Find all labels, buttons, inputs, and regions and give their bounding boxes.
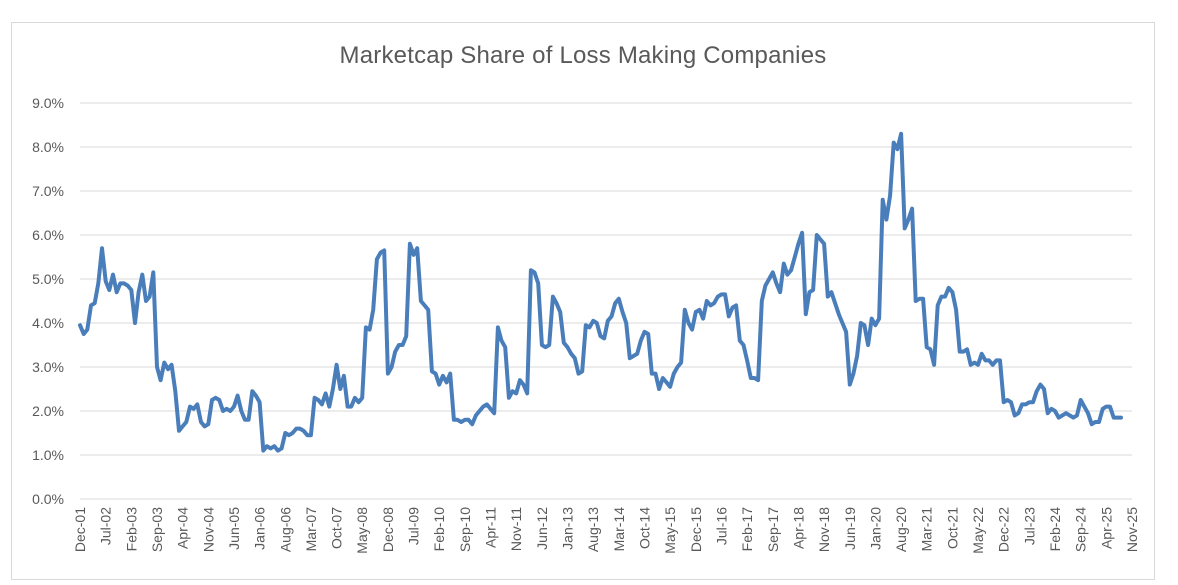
x-tick-label: Jun-19 (842, 507, 858, 550)
x-tick-label: Dec-08 (380, 507, 396, 552)
series-layer (78, 131, 1123, 453)
x-tick-label: Mar-21 (919, 507, 935, 552)
x-tick-label: May-08 (354, 507, 370, 554)
x-tick-label: Nov-11 (508, 507, 524, 551)
x-tick-label: Aug-06 (277, 507, 293, 552)
y-tick-label: 6.0% (32, 227, 64, 243)
x-tick-label: Feb-24 (1047, 507, 1063, 552)
y-tick-label: 1.0% (32, 447, 64, 463)
x-tick-label: Nov-25 (1124, 507, 1140, 552)
x-tick-label: Dec-22 (996, 507, 1012, 552)
x-tick-label: Aug-13 (585, 507, 601, 552)
x-axis-ticks: Dec-01 Jul-02 Feb-03 Sep-03 Apr-04 Nov-04 Jun-… (72, 507, 1140, 554)
x-tick-label: Apr-04 (175, 507, 191, 549)
x-tick-label: Apr-25 (1098, 507, 1114, 549)
chart-title: Marketcap Share of Loss Making Companies (339, 42, 827, 69)
x-tick-label: Jul-16 (713, 507, 729, 545)
y-tick-label: 5.0% (32, 271, 64, 287)
chart-frame (11, 22, 1155, 580)
x-tick-label: Mar-07 (303, 507, 319, 552)
x-tick-label: Jan-20 (867, 507, 883, 550)
x-tick-label: Apr-11 (483, 507, 499, 548)
y-tick-label: 7.0% (32, 183, 64, 199)
x-tick-label: Feb-17 (739, 507, 755, 552)
x-tick-label: Oct-07 (329, 507, 345, 549)
y-tick-label: 2.0% (32, 403, 64, 419)
x-tick-label: Aug-20 (893, 507, 909, 552)
x-tick-label: Sep-03 (149, 507, 165, 552)
y-tick-label: 3.0% (32, 359, 64, 375)
x-tick-label: Feb-10 (431, 507, 447, 552)
x-tick-label: Feb-03 (123, 507, 139, 552)
x-tick-label: Dec-15 (688, 507, 704, 552)
x-tick-label: Sep-17 (765, 507, 781, 552)
x-tick-label: Dec-01 (72, 507, 88, 552)
x-tick-label: Sep-24 (1073, 507, 1089, 552)
x-tick-label: May-22 (970, 507, 986, 554)
x-tick-label: May-15 (662, 507, 678, 554)
x-tick-label: Nov-04 (200, 507, 216, 552)
x-tick-label: Nov-18 (816, 507, 832, 552)
y-axis-ticks: 0.0% 1.0% 2.0% 3.0% 4.0% 5.0% 6.0% 7.0% 8.0% 9.0% (32, 95, 64, 507)
series-line (78, 131, 1123, 453)
y-tick-label: 9.0% (32, 95, 64, 111)
x-tick-label: Jul-02 (98, 507, 114, 545)
x-tick-label: Oct-14 (636, 507, 652, 549)
x-tick-label: Oct-21 (944, 507, 960, 549)
y-tick-label: 4.0% (32, 315, 64, 331)
x-tick-label: Jan-06 (252, 507, 268, 550)
x-tick-label: Jul-23 (1021, 507, 1037, 545)
x-tick-label: Mar-14 (611, 507, 627, 552)
x-tick-label: Sep-10 (457, 507, 473, 552)
x-tick-label: Jun-12 (534, 507, 550, 550)
x-tick-label: Jul-09 (406, 507, 422, 545)
x-tick-label: Apr-18 (790, 507, 806, 549)
y-tick-label: 8.0% (32, 139, 64, 155)
y-tick-label: 0.0% (32, 491, 64, 507)
gridlines (80, 102, 1132, 500)
x-tick-label: Jan-13 (560, 507, 576, 550)
x-tick-label: Jun-05 (226, 507, 242, 550)
